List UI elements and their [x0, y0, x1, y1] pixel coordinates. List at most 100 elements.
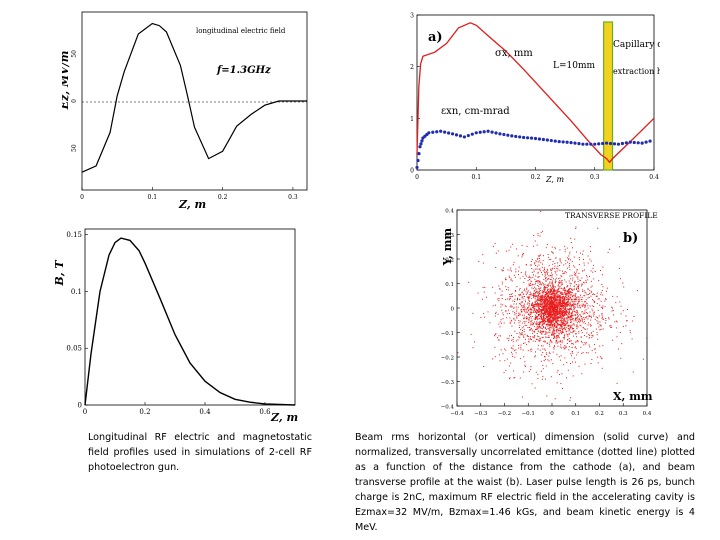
beam-particle	[526, 316, 528, 318]
beam-particle	[550, 303, 552, 305]
beam-particle	[529, 300, 531, 302]
beam-particle	[544, 314, 546, 316]
beam-particle	[506, 313, 508, 315]
beam-particle	[527, 296, 529, 298]
beam-particle	[526, 308, 528, 310]
beam-particle	[560, 297, 562, 299]
beam-particle	[567, 285, 568, 287]
beam-particle	[558, 313, 560, 315]
beam-particle	[585, 280, 587, 282]
beam-particle	[573, 294, 575, 296]
beam-particle	[549, 340, 551, 342]
emittance-point	[597, 142, 601, 146]
beam-particle	[532, 329, 534, 331]
beam-particle	[558, 324, 560, 325]
beam-particle	[593, 315, 594, 317]
beam-particle	[551, 334, 553, 336]
beam-particle	[553, 336, 555, 338]
beam-particle	[518, 266, 520, 268]
beam-particle	[588, 322, 590, 324]
beam-particle	[550, 301, 552, 303]
beam-particle	[537, 316, 539, 317]
beam-particle	[558, 296, 560, 297]
beam-particle	[567, 369, 569, 371]
beam-particle	[582, 291, 584, 292]
beam-particle	[537, 282, 539, 284]
beam-particle	[534, 340, 536, 342]
beam-particle	[533, 284, 535, 286]
beam-particle	[594, 348, 596, 350]
beam-particle	[550, 299, 552, 301]
beam-particle	[548, 319, 550, 320]
beam-particle	[596, 303, 598, 305]
beam-particle	[554, 297, 556, 299]
beam-particle	[585, 317, 587, 319]
beam-particle	[539, 321, 541, 323]
beam-particle	[539, 331, 541, 333]
beam-particle	[549, 304, 551, 306]
beam-particle	[550, 324, 552, 326]
beam-particle	[591, 335, 593, 337]
beam-particle	[551, 283, 553, 285]
beam-particle	[557, 262, 559, 264]
beam-particle	[505, 310, 507, 312]
beam-particle	[577, 296, 579, 298]
beam-particle	[573, 303, 575, 305]
beam-particle	[509, 296, 511, 297]
beam-particle	[521, 332, 523, 334]
beam-particle	[556, 332, 558, 334]
beam-particle	[538, 300, 540, 302]
beam-particle	[568, 291, 570, 293]
beam-particle	[567, 291, 569, 292]
beam-particle	[633, 316, 635, 317]
beam-particle	[551, 272, 553, 274]
beam-particle	[554, 306, 556, 308]
beam-particle	[546, 311, 548, 312]
beam-particle	[564, 314, 566, 316]
beam-particle	[570, 307, 572, 309]
beam-particle	[503, 372, 505, 374]
beam-particle	[553, 300, 555, 302]
beam-particle	[616, 321, 618, 323]
beam-particle	[562, 321, 564, 323]
beam-particle	[546, 295, 548, 297]
beam-particle	[548, 314, 549, 316]
beam-particle	[565, 293, 567, 295]
beam-particle	[570, 304, 572, 306]
beam-particle	[563, 314, 565, 316]
beam-particle	[541, 308, 542, 310]
beam-particle	[568, 280, 570, 282]
beam-particle	[556, 312, 558, 314]
beam-particle	[539, 254, 541, 256]
beam-particle	[559, 260, 561, 262]
beam-particle	[544, 286, 545, 287]
beam-particle	[549, 316, 551, 318]
beam-particle	[549, 298, 551, 300]
beam-particle	[571, 347, 573, 349]
beam-particle	[526, 292, 528, 294]
beam-particle	[521, 292, 523, 294]
beam-particle	[546, 292, 548, 294]
beam-particle	[544, 283, 546, 285]
beam-particle	[540, 304, 542, 306]
beam-particle	[523, 309, 525, 311]
beam-particle	[552, 286, 553, 288]
beam-particle	[546, 316, 548, 317]
beam-particle	[532, 330, 534, 332]
beam-particle	[540, 312, 542, 314]
magnetic-field-chart: 00.050.10.15 00.20.40.6 B, T Z, m	[55, 228, 298, 424]
beam-particle	[571, 317, 573, 319]
beam-particle	[542, 330, 544, 332]
beam-particle	[583, 295, 585, 297]
beam-particle	[556, 304, 558, 306]
beam-particle	[533, 292, 535, 294]
beam-particle	[549, 327, 551, 329]
beam-particle	[530, 308, 532, 310]
beam-particle	[500, 349, 502, 351]
y-tick-label: −0.1	[441, 331, 454, 337]
beam-particle	[584, 305, 586, 307]
beam-particle	[526, 303, 528, 305]
beam-particle	[532, 312, 534, 313]
beam-particle	[540, 232, 542, 234]
